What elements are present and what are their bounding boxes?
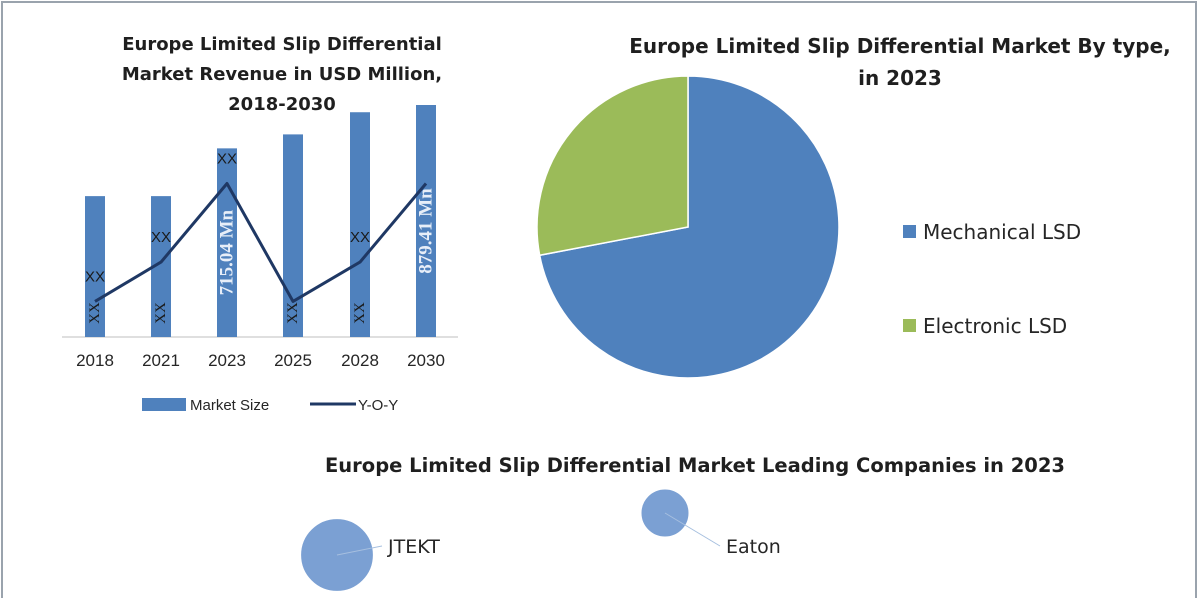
bar-2028 <box>350 112 370 338</box>
bar-2018 <box>85 196 105 337</box>
legend-swatch-electronic-lsd <box>903 319 916 332</box>
yoy-label-2021: XX <box>151 229 171 246</box>
bar-2021 <box>151 196 171 337</box>
revenue-chart-title: Europe Limited Slip Differential Market … <box>92 30 472 120</box>
legend-label-market-size: Market Size <box>190 397 269 414</box>
x-tick-2018: 2018 <box>76 351 114 370</box>
legend-swatch-market-size <box>142 398 186 411</box>
x-tick-2025: 2025 <box>274 351 312 370</box>
yoy-label-2023: XX <box>217 151 237 168</box>
type-title-line-1: Europe Limited Slip Differential Market … <box>629 34 1171 58</box>
companies-chart-title: Europe Limited Slip Differential Market … <box>324 454 1065 477</box>
leader-eaton <box>664 512 721 547</box>
type-title-line-2: in 2023 <box>858 66 942 90</box>
yoy-line <box>94 182 428 303</box>
bubble-label-jtekt: JTEKT <box>387 536 440 558</box>
bar-2025 <box>283 134 303 337</box>
yoy-label-2028: XX <box>350 229 370 246</box>
revenue-title-line-2: Market Revenue in USD Million, <box>121 64 443 85</box>
legend-swatch-mechanical-lsd <box>903 225 916 238</box>
legend-label-electronic-lsd: Electronic LSD <box>923 314 1067 338</box>
bar-label-2025: XX <box>285 302 301 324</box>
type-chart-title: Europe Limited Slip Differential Market … <box>620 30 1180 94</box>
bar-label-2018: XX <box>87 302 103 324</box>
bar-label-2028: XX <box>352 302 368 324</box>
legend-label-yoy: Y-O-Y <box>358 397 398 414</box>
leader-jtekt <box>336 545 383 556</box>
pie-slice-mechanical-lsd <box>538 75 840 379</box>
x-tick-2030: 2030 <box>407 351 445 370</box>
revenue-title-line-1: Europe Limited Slip Differential <box>122 34 442 55</box>
x-tick-2028: 2028 <box>341 351 379 370</box>
x-tick-2021: 2021 <box>142 351 180 370</box>
x-tick-2023: 2023 <box>208 351 246 370</box>
pie-slice-electronic-lsd <box>536 75 689 257</box>
bar-2030 <box>416 105 436 337</box>
revenue-title-line-3: 2018-2030 <box>228 94 336 115</box>
bar-2023 <box>217 148 237 337</box>
bar-label-2021: XX <box>153 302 169 324</box>
bubble-label-eaton: Eaton <box>726 536 781 558</box>
yoy-label-2018: XX <box>85 268 105 285</box>
bar-label-2023: 715.04 Mn <box>217 209 238 295</box>
bar-label-2030: 879.41 Mn <box>416 188 437 274</box>
legend-label-mechanical-lsd: Mechanical LSD <box>923 220 1081 244</box>
